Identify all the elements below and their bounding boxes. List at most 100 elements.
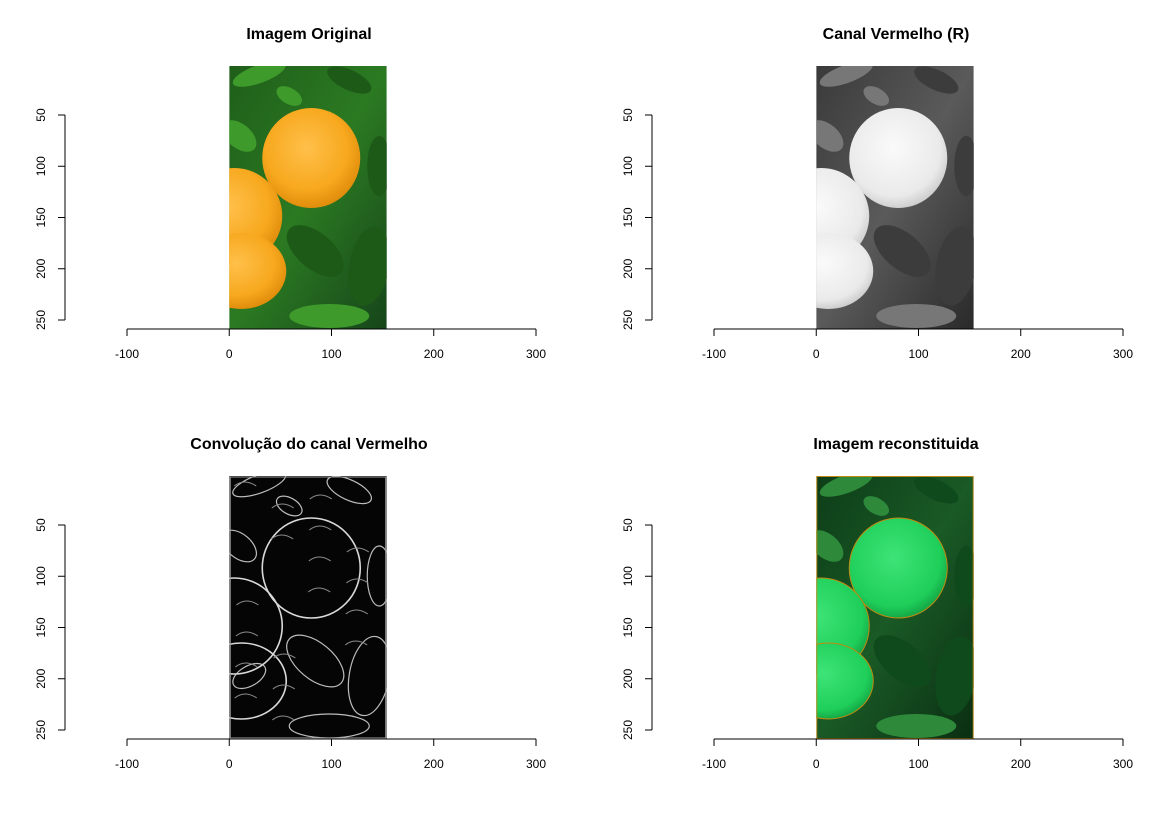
leaf-shape: [232, 66, 286, 87]
leaf-shape: [816, 120, 844, 152]
fruit-shape: [816, 642, 874, 720]
x-tick-label: -100: [702, 347, 726, 361]
leaf-shape: [876, 304, 957, 328]
image-background: [229, 476, 387, 739]
leaf-shape: [286, 225, 344, 277]
y-tick-label: 100: [34, 566, 48, 586]
edge-texture: [308, 556, 332, 562]
y-tick-label: 50: [34, 518, 48, 532]
x-tick-label: 300: [1113, 757, 1133, 771]
y-tick-label: 150: [621, 617, 635, 637]
leaf-shape: [275, 495, 303, 517]
y-tick-label: 50: [34, 108, 48, 122]
x-tick-label: -100: [702, 757, 726, 771]
edge-texture: [346, 547, 370, 553]
edge-texture: [235, 631, 259, 637]
x-tick-label: 200: [424, 347, 444, 361]
leaf-shape: [876, 714, 957, 738]
leaf-shape: [229, 529, 258, 563]
fruit-shape: [229, 233, 287, 309]
leaf-shape: [873, 225, 931, 277]
edge-texture: [233, 481, 257, 487]
edge-texture: [236, 600, 259, 606]
chart-panel: Imagem reconstituida -100 0 100 200 300 50 100 1…: [621, 436, 1133, 771]
edge-texture: [235, 662, 258, 668]
leaf-shape: [816, 530, 844, 562]
x-tick-label: -100: [115, 347, 139, 361]
y-tick-label: 250: [621, 310, 635, 330]
image-content: [229, 476, 387, 739]
leaf-shape: [819, 66, 873, 87]
x-tick-label: 0: [813, 757, 820, 771]
leaf-shape: [954, 136, 974, 196]
edge-texture: [309, 494, 333, 500]
y-tick-label: 50: [621, 108, 635, 122]
leaf-shape: [229, 120, 257, 152]
image-content: [816, 66, 974, 329]
x-tick-label: 0: [226, 347, 233, 361]
leaf-shape: [327, 66, 372, 94]
edge-texture: [271, 503, 295, 509]
leaf-shape: [954, 546, 974, 606]
x-tick-label: 200: [1011, 347, 1031, 361]
y-tick-label: 200: [621, 258, 635, 278]
leaf-shape: [935, 636, 974, 716]
edge-texture: [273, 653, 296, 659]
x-tick-label: 200: [424, 757, 444, 771]
chart-panel: Convolução do canal Vermelho -100 0 100 200 3…: [34, 436, 546, 771]
x-tick-label: 100: [908, 347, 928, 361]
y-tick-label: 150: [34, 207, 48, 227]
image-content: [816, 476, 974, 739]
x-tick-label: 0: [813, 347, 820, 361]
leaf-shape: [873, 635, 931, 687]
y-tick-label: 200: [34, 668, 48, 688]
x-tick-label: 100: [321, 757, 341, 771]
leaf-shape: [289, 304, 370, 328]
y-tick-label: 250: [621, 720, 635, 740]
edge-texture: [272, 684, 296, 690]
leaf-shape: [276, 86, 303, 106]
chart-title: Convolução do canal Vermelho: [190, 436, 428, 453]
chart-panel: Imagem Original -100 0 100 200 300 50 100 150 200…: [34, 26, 546, 361]
chart-panel: Canal Vermelho (R) -100 0 100 200 300 50 100 150…: [621, 26, 1133, 361]
edge-texture: [309, 525, 332, 531]
y-tick-label: 100: [34, 156, 48, 176]
leaf-shape: [863, 496, 890, 516]
y-tick-label: 150: [621, 207, 635, 227]
leaf-shape: [935, 226, 974, 306]
edge-texture: [307, 587, 331, 593]
x-tick-label: 100: [908, 757, 928, 771]
fruit-edge: [229, 577, 284, 675]
image-border: [229, 476, 387, 739]
x-tick-label: 300: [526, 347, 546, 361]
edge-texture: [234, 693, 258, 699]
leaf-shape: [819, 476, 873, 497]
x-tick-label: 200: [1011, 757, 1031, 771]
y-tick-label: 250: [34, 310, 48, 330]
y-tick-label: 200: [621, 668, 635, 688]
fruit-edge: [261, 517, 362, 619]
y-tick-label: 50: [621, 518, 635, 532]
fruit-edge: [229, 642, 288, 720]
leaf-shape: [366, 545, 387, 607]
image-content: [229, 66, 387, 329]
fruit-shape: [848, 517, 948, 619]
fruit-shape: [262, 108, 361, 208]
x-tick-label: -100: [115, 757, 139, 771]
y-tick-label: 200: [34, 258, 48, 278]
x-tick-label: 300: [1113, 347, 1133, 361]
leaf-shape: [367, 136, 387, 196]
x-tick-label: 100: [321, 347, 341, 361]
y-tick-label: 250: [34, 720, 48, 740]
chart-title: Canal Vermelho (R): [823, 26, 970, 43]
leaf-shape: [914, 476, 959, 504]
leaf-shape: [326, 476, 373, 505]
fruit-shape: [816, 233, 874, 309]
x-tick-label: 300: [526, 757, 546, 771]
y-tick-label: 100: [621, 566, 635, 586]
edge-texture: [272, 715, 295, 721]
y-tick-label: 100: [621, 156, 635, 176]
edge-texture: [344, 640, 368, 646]
fruit-shape: [849, 108, 948, 208]
